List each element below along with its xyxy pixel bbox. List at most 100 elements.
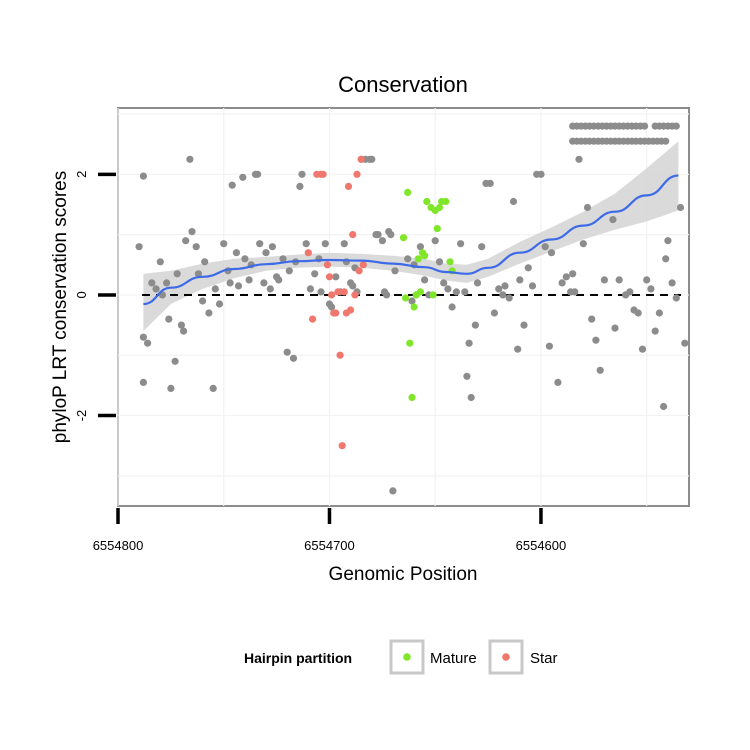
- point-unpartitioned: [148, 279, 156, 287]
- point-star: [357, 155, 365, 163]
- point-unpartitioned: [416, 243, 424, 251]
- point-unpartitioned: [188, 228, 196, 236]
- point-unpartitioned: [545, 342, 554, 350]
- point-unpartitioned: [579, 240, 587, 248]
- point-unpartitioned: [404, 255, 412, 263]
- x-axis-title: Genomic Position: [329, 564, 478, 585]
- legend-title: Hairpin partition: [244, 650, 352, 666]
- point-unpartitioned: [389, 487, 397, 495]
- point-unpartitioned: [509, 197, 518, 206]
- point-unpartitioned: [448, 303, 456, 311]
- point-unpartitioned: [467, 393, 475, 402]
- point-unpartitioned: [638, 345, 647, 353]
- confidence-band: [143, 141, 679, 332]
- point-unpartitioned: [311, 270, 319, 278]
- point-unpartitioned: [298, 170, 306, 178]
- data-points: [135, 122, 689, 495]
- point-unpartitioned: [505, 294, 513, 302]
- point-unpartitioned: [528, 282, 537, 290]
- point-unpartitioned: [192, 243, 200, 251]
- y-tick-label: 0: [74, 291, 89, 298]
- point-unpartitioned: [554, 378, 562, 386]
- point-unpartitioned: [328, 303, 336, 311]
- point-unpartitioned: [228, 181, 236, 189]
- point-unpartitioned: [289, 354, 298, 362]
- point-unpartitioned: [266, 285, 274, 293]
- legend-label-mature: Mature: [430, 650, 477, 667]
- point-unpartitioned: [662, 255, 670, 263]
- point-mature: [442, 197, 450, 206]
- plot-border: [117, 107, 690, 507]
- point-unpartitioned: [444, 285, 452, 293]
- point-unpartitioned: [173, 270, 181, 278]
- point-unpartitioned: [611, 324, 619, 332]
- point-unpartitioned: [672, 122, 680, 130]
- point-unpartitioned: [490, 309, 498, 317]
- point-unpartitioned: [615, 276, 623, 284]
- point-unpartitioned: [220, 240, 228, 248]
- point-unpartitioned: [647, 285, 655, 293]
- point-unpartitioned: [558, 279, 566, 287]
- smooth-line: [143, 174, 679, 306]
- point-mature: [402, 294, 410, 302]
- point-unpartitioned: [520, 321, 528, 329]
- point-unpartitioned: [461, 288, 469, 296]
- point-unpartitioned: [296, 182, 304, 190]
- point-star: [336, 351, 344, 359]
- point-mature: [408, 393, 416, 402]
- point-mature: [446, 258, 454, 266]
- point-star: [359, 261, 367, 269]
- point-unpartitioned: [537, 170, 545, 178]
- point-unpartitioned: [501, 282, 509, 290]
- legend-swatch-star: [502, 653, 510, 661]
- point-unpartitioned: [471, 321, 479, 329]
- point-unpartitioned: [672, 294, 680, 302]
- point-unpartitioned: [374, 231, 382, 239]
- point-unpartitioned: [571, 288, 579, 296]
- point-unpartitioned: [226, 279, 234, 287]
- point-unpartitioned: [262, 249, 270, 257]
- point-mature: [423, 197, 431, 206]
- point-unpartitioned: [600, 276, 609, 284]
- point-unpartitioned: [349, 282, 357, 290]
- point-unpartitioned: [177, 321, 185, 329]
- x-tick-label: 6554700: [304, 538, 355, 553]
- point-unpartitioned: [368, 155, 376, 163]
- point-unpartitioned: [634, 309, 642, 317]
- point-unpartitioned: [156, 258, 164, 266]
- point-unpartitioned: [514, 345, 522, 353]
- y-tick-label: 2: [74, 171, 89, 178]
- point-unpartitioned: [239, 173, 247, 181]
- point-star: [349, 231, 357, 239]
- point-unpartitioned: [167, 384, 175, 392]
- point-unpartitioned: [452, 288, 460, 296]
- point-unpartitioned: [588, 315, 596, 323]
- point-unpartitioned: [302, 240, 310, 248]
- legend-swatch-mature: [403, 653, 411, 661]
- point-star: [353, 170, 361, 178]
- point-unpartitioned: [391, 267, 399, 275]
- point-unpartitioned: [676, 203, 685, 212]
- point-unpartitioned: [285, 267, 293, 275]
- point-unpartitioned: [383, 291, 391, 299]
- point-star: [332, 309, 340, 317]
- point-unpartitioned: [592, 336, 600, 344]
- point-star: [351, 291, 359, 299]
- point-unpartitioned: [205, 309, 213, 317]
- point-unpartitioned: [139, 333, 147, 341]
- point-unpartitioned: [306, 285, 314, 293]
- point-unpartitioned: [144, 339, 152, 347]
- point-mature: [421, 252, 429, 260]
- point-unpartitioned: [662, 137, 670, 145]
- y-tick-label: -2: [74, 410, 89, 422]
- point-unpartitioned: [182, 237, 190, 245]
- point-unpartitioned: [664, 237, 672, 245]
- point-star: [338, 442, 346, 450]
- point-unpartitioned: [321, 240, 329, 248]
- chart-title: Conservation: [338, 72, 468, 97]
- legend: Hairpin partition Mature Star: [244, 639, 558, 675]
- legend-entries: Mature Star: [389, 639, 558, 675]
- point-unpartitioned: [279, 255, 287, 263]
- point-mature: [416, 288, 424, 296]
